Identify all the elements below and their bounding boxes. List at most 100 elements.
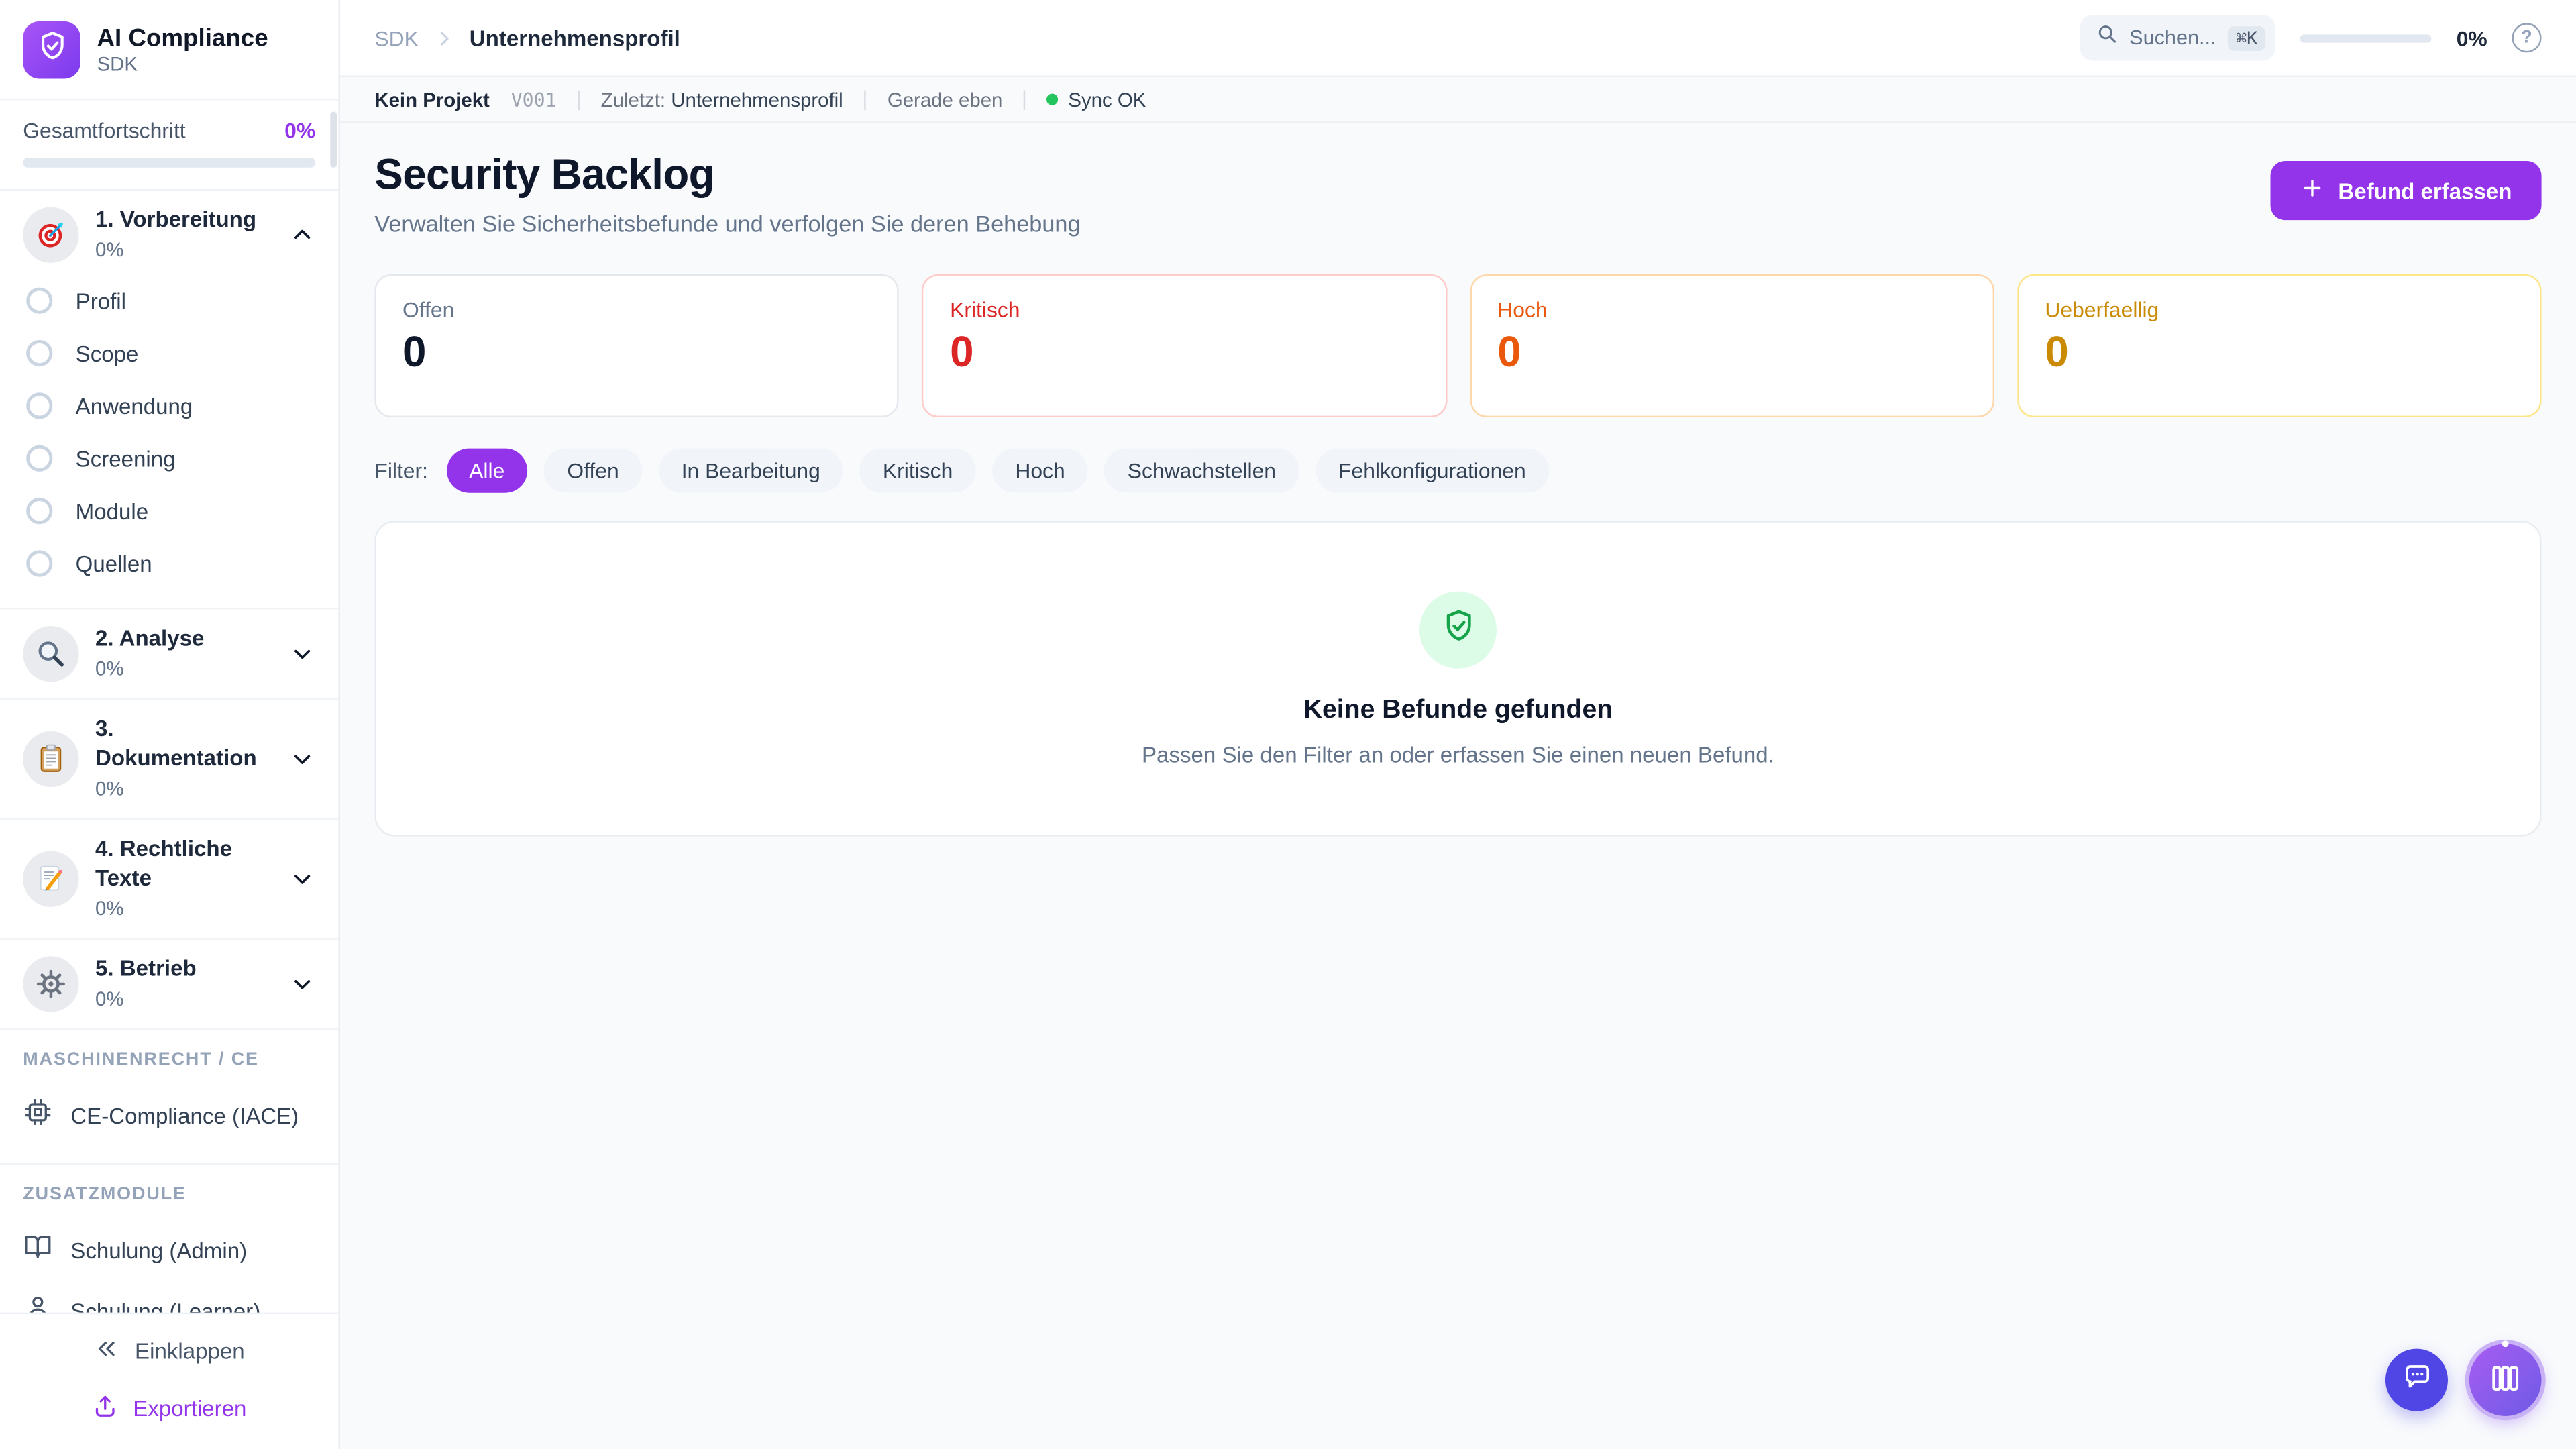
section-label: ZUSATZMODULE (23, 1184, 186, 1205)
gear-icon (23, 956, 79, 1012)
overall-progress-value: 0% (284, 118, 316, 144)
filter-label: Filter: (374, 458, 428, 484)
sidebar-item-schulung-admin[interactable]: Schulung (Admin) (23, 1221, 315, 1282)
search-input[interactable]: Suchen... ⌘K (2080, 15, 2276, 61)
question-circle-icon[interactable]: ? (2512, 23, 2542, 53)
sidebar-item-scope[interactable]: Scope (23, 327, 322, 379)
project-name: Kein Projekt (374, 88, 490, 111)
breadcrumb-current: Unternehmensprofil (469, 25, 680, 50)
plus-icon (2300, 176, 2325, 205)
overall-progress-label: Gesamtfortschritt (23, 118, 186, 144)
divider (864, 89, 866, 109)
sidebar-item-module[interactable]: Module (23, 484, 322, 537)
header-progress-value: 0% (2456, 25, 2487, 50)
cpu-chip-icon (23, 1097, 52, 1135)
status-bar: Kein Projekt V001 Zuletzt: Unternehmensp… (339, 77, 2576, 123)
phase-percent: 0% (95, 238, 124, 262)
phase-analyse-header[interactable]: 2. Analyse 0% (23, 625, 322, 684)
filter-chip-fehlkonfigurationen[interactable]: Fehlkonfigurationen (1315, 448, 1550, 493)
sidebar: AI Compliance SDK Gesamtfortschritt 0% (0, 0, 340, 1449)
sidebar-item-screening[interactable]: Screening (23, 432, 322, 484)
last-visited: Zuletzt: Unternehmensprofil (600, 88, 843, 111)
chat-fab-button[interactable] (2385, 1348, 2448, 1411)
sidebar-item-anwendung[interactable]: Anwendung (23, 380, 322, 432)
user-icon (23, 1293, 52, 1313)
phase-dokumentation-header[interactable]: 3. Dokumentation 0% (23, 714, 322, 803)
step-status-circle (26, 445, 53, 472)
breadcrumb-root[interactable]: SDK (374, 25, 419, 50)
sidebar-scrollbar-thumb[interactable] (330, 111, 337, 168)
search-placeholder: Suchen... (2129, 26, 2216, 50)
topbar-right: Suchen... ⌘K 0% ? (2080, 15, 2542, 61)
phase-rechtliche-texte: 4. Rechtliche Texte 0% (0, 818, 339, 938)
breadcrumb: SDK Unternehmensprofil (374, 25, 680, 50)
clipboard-icon (23, 731, 79, 788)
topbar: SDK Unternehmensprofil Suchen... ⌘K (339, 0, 2576, 78)
sidebar-item-schulung-learner[interactable]: Schulung (Learner) (23, 1281, 315, 1313)
floating-buttons (2385, 1344, 2542, 1417)
filter-chip-hoch[interactable]: Hoch (992, 448, 1088, 493)
step-status-circle (26, 392, 53, 419)
phase-percent: 0% (95, 657, 124, 680)
shield-check-icon (1440, 607, 1477, 651)
step-status-circle (26, 339, 53, 367)
step-status-circle (26, 287, 53, 314)
chevrons-left-icon (94, 1336, 120, 1367)
last-saved-time: Gerade eben (887, 88, 1003, 111)
page-content: Security Backlog Verwalten Sie Sicherhei… (340, 123, 2576, 1449)
phase-title: 1. Vorbereitung (95, 207, 257, 232)
empty-state: Keine Befunde gefunden Passen Sie den Fi… (374, 521, 2542, 837)
memo-pencil-icon (23, 851, 79, 907)
export-button[interactable]: Exportieren (82, 1391, 256, 1426)
step-status-circle (26, 550, 53, 577)
sidebar-footer: Einklappen Exportieren (0, 1312, 339, 1449)
phase-betrieb-header[interactable]: 5. Betrieb 0% (23, 955, 322, 1014)
filter-chip-offen[interactable]: Offen (544, 448, 642, 493)
add-finding-button[interactable]: Befund erfassen (2271, 161, 2542, 221)
sidebar-header: AI Compliance SDK (0, 0, 339, 101)
chevron-down-icon (289, 746, 315, 772)
phase-vorbereitung: 1. Vorbereitung 0% Profil Scope (0, 191, 338, 608)
book-open-icon (23, 1232, 52, 1270)
divider (1024, 89, 1026, 109)
page-header: Security Backlog Verwalten Sie Sicherhei… (374, 149, 2542, 237)
sidebar-item-ce-compliance[interactable]: CE-Compliance (IACE) (23, 1086, 315, 1147)
kanban-columns-icon (2489, 1361, 2522, 1399)
stat-card-ueberfaellig: Ueberfaellig 0 (2017, 274, 2542, 418)
section-maschinenrecht: MASCHINENRECHT / CE CE-Compliance (IACE) (0, 1028, 339, 1163)
phase-title: 3. Dokumentation (95, 716, 257, 771)
filter-chip-alle[interactable]: Alle (445, 448, 528, 493)
phase-title: 4. Rechtliche Texte (95, 836, 232, 891)
filter-chip-kritisch[interactable]: Kritisch (859, 448, 976, 493)
app-logo (23, 21, 81, 79)
sidebar-item-quellen[interactable]: Quellen (23, 537, 322, 590)
sync-status: Sync OK (1046, 88, 1146, 111)
overall-progress-bar (23, 158, 316, 168)
phase-rechtliche-texte-header[interactable]: 4. Rechtliche Texte 0% (23, 835, 322, 923)
filter-chip-in-bearbeitung[interactable]: In Bearbeitung (658, 448, 844, 493)
phase-analyse: 2. Analyse 0% (0, 608, 339, 698)
overall-progress: Gesamtfortschritt 0% (0, 100, 339, 191)
phase-percent: 0% (95, 777, 124, 800)
main-area: SDK Unternehmensprofil Suchen... ⌘K (339, 0, 2576, 1449)
divider (578, 89, 580, 109)
kanban-fab-button[interactable] (2469, 1344, 2542, 1417)
sidebar-item-profil[interactable]: Profil (23, 274, 322, 327)
phase-vorbereitung-header[interactable]: 1. Vorbereitung 0% (23, 205, 322, 264)
shield-check-icon (36, 30, 68, 70)
phase-title: 5. Betrieb (95, 956, 197, 981)
phase-betrieb: 5. Betrieb 0% (0, 938, 339, 1028)
collapse-sidebar-button[interactable]: Einklappen (84, 1334, 254, 1368)
filter-chip-schwachstellen[interactable]: Schwachstellen (1104, 448, 1299, 493)
section-label: MASCHINENRECHT / CE (23, 1049, 259, 1070)
empty-state-icon-circle (1419, 590, 1497, 668)
chevron-down-icon (289, 866, 315, 892)
target-dart-icon (23, 207, 79, 263)
page-title: Security Backlog (374, 149, 714, 199)
empty-state-title: Keine Befunde gefunden (1303, 696, 1613, 724)
search-shortcut-kbd: ⌘K (2227, 25, 2266, 50)
empty-state-description: Passen Sie den Filter an oder erfassen S… (1142, 741, 1774, 767)
phase-percent: 0% (95, 987, 124, 1011)
app-name: AI Compliance (97, 24, 268, 53)
